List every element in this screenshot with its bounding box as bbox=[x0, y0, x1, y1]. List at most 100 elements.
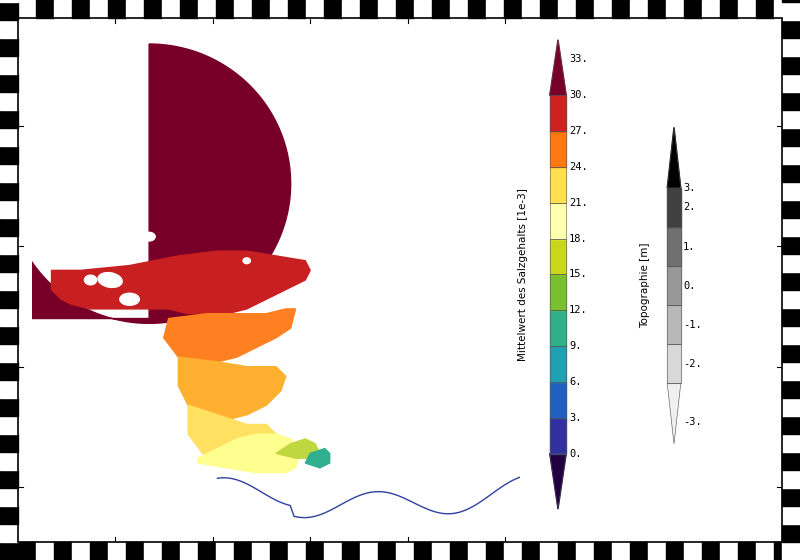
Bar bbox=[216, 542, 234, 560]
Bar bbox=[72, 542, 90, 560]
Bar bbox=[782, 0, 800, 2]
Bar bbox=[0, 452, 18, 470]
Bar bbox=[630, 542, 648, 560]
Text: 2.: 2. bbox=[683, 203, 695, 212]
Bar bbox=[667, 305, 681, 344]
Bar bbox=[550, 203, 566, 239]
Bar bbox=[782, 38, 800, 56]
Bar bbox=[0, 182, 18, 200]
Bar bbox=[198, 0, 216, 18]
Text: 00: 00 bbox=[6, 483, 17, 492]
Bar bbox=[0, 110, 18, 128]
Bar bbox=[782, 542, 800, 560]
Bar bbox=[0, 542, 18, 560]
Bar bbox=[18, 0, 36, 18]
Bar bbox=[782, 398, 800, 416]
Bar bbox=[540, 542, 558, 560]
Text: 0.: 0. bbox=[569, 449, 582, 459]
Text: 40: 40 bbox=[783, 242, 794, 251]
Bar bbox=[0, 56, 18, 74]
Bar bbox=[720, 0, 738, 18]
Bar bbox=[782, 218, 800, 236]
Bar bbox=[667, 344, 681, 383]
Bar bbox=[0, 308, 18, 326]
Bar bbox=[216, 0, 234, 18]
Bar bbox=[450, 542, 468, 560]
Bar bbox=[306, 0, 324, 18]
Text: 3.: 3. bbox=[683, 183, 695, 193]
Bar bbox=[782, 488, 800, 506]
Bar bbox=[126, 542, 144, 560]
Bar bbox=[782, 344, 800, 362]
Bar bbox=[18, 542, 36, 560]
Bar bbox=[667, 188, 681, 227]
Text: -3.: -3. bbox=[683, 417, 702, 427]
Bar bbox=[782, 326, 800, 344]
Bar bbox=[648, 0, 666, 18]
Text: 6.: 6. bbox=[569, 377, 582, 387]
Bar bbox=[0, 92, 18, 110]
Text: -1.: -1. bbox=[683, 320, 702, 330]
Bar bbox=[782, 470, 800, 488]
Bar bbox=[782, 146, 800, 164]
Polygon shape bbox=[188, 405, 276, 463]
Bar bbox=[0, 344, 18, 362]
Bar bbox=[378, 542, 396, 560]
Bar bbox=[576, 542, 594, 560]
Bar bbox=[667, 227, 681, 266]
Bar bbox=[468, 0, 486, 18]
Bar bbox=[782, 74, 800, 92]
Bar bbox=[756, 0, 774, 18]
Bar bbox=[0, 326, 18, 344]
Bar bbox=[450, 0, 468, 18]
Bar bbox=[550, 95, 566, 131]
Text: -2.: -2. bbox=[683, 359, 702, 368]
Text: 60: 60 bbox=[207, 8, 218, 17]
Bar bbox=[108, 0, 126, 18]
Bar bbox=[774, 542, 792, 560]
Bar bbox=[782, 182, 800, 200]
Polygon shape bbox=[164, 309, 295, 362]
Bar bbox=[486, 0, 504, 18]
Text: 1.: 1. bbox=[683, 241, 695, 251]
Ellipse shape bbox=[98, 273, 122, 287]
Bar bbox=[0, 380, 18, 398]
Bar bbox=[702, 542, 720, 560]
Bar bbox=[0, 290, 18, 308]
Bar bbox=[782, 452, 800, 470]
Bar bbox=[360, 0, 378, 18]
Bar bbox=[630, 0, 648, 18]
Bar bbox=[576, 0, 594, 18]
Text: 20: 20 bbox=[500, 8, 510, 17]
Bar bbox=[0, 254, 18, 272]
Bar bbox=[666, 542, 684, 560]
Ellipse shape bbox=[143, 232, 155, 241]
Polygon shape bbox=[276, 439, 320, 458]
Bar bbox=[432, 0, 450, 18]
Text: 20: 20 bbox=[783, 362, 794, 371]
Bar bbox=[0, 488, 18, 506]
Bar bbox=[90, 0, 108, 18]
Text: 24.: 24. bbox=[569, 162, 588, 172]
Bar bbox=[270, 542, 288, 560]
Bar bbox=[550, 346, 566, 382]
Bar bbox=[270, 0, 288, 18]
Bar bbox=[558, 542, 576, 560]
Bar bbox=[234, 0, 252, 18]
Bar bbox=[550, 382, 566, 418]
Bar bbox=[684, 542, 702, 560]
Bar bbox=[550, 418, 566, 454]
Bar bbox=[288, 0, 306, 18]
Text: Mittelwert des Salzgehalts [1e-3]: Mittelwert des Salzgehalts [1e-3] bbox=[518, 188, 528, 361]
Bar bbox=[324, 0, 342, 18]
Bar bbox=[0, 2, 18, 20]
Bar bbox=[36, 0, 54, 18]
Bar bbox=[782, 2, 800, 20]
Bar bbox=[667, 266, 681, 305]
Bar bbox=[0, 200, 18, 218]
Bar bbox=[0, 272, 18, 290]
Bar bbox=[550, 167, 566, 203]
Bar bbox=[0, 164, 18, 182]
Bar bbox=[550, 203, 566, 239]
Bar bbox=[504, 0, 522, 18]
